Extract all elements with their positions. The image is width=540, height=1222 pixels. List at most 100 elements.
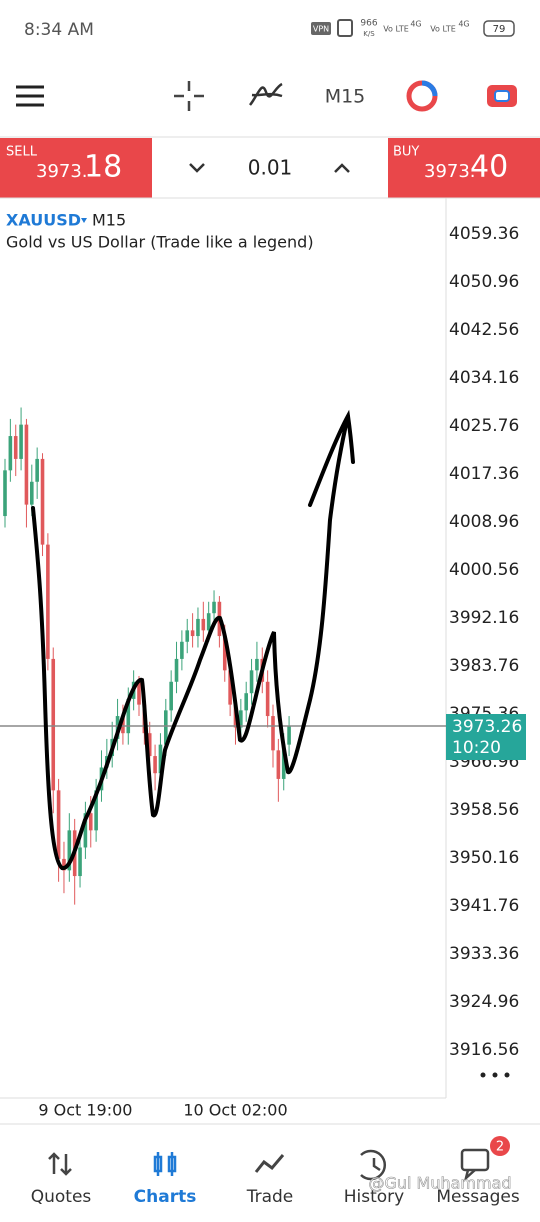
y-tick-label: 4008.96 (449, 512, 519, 532)
y-tick-label: 4050.96 (449, 272, 519, 292)
lot-increase[interactable] (334, 163, 350, 173)
chart-timeframe: M15 (92, 211, 126, 230)
buy-price-main: 3973. (424, 161, 476, 182)
network-1: Vo LTE (383, 25, 409, 34)
indicators-button[interactable] (249, 82, 283, 106)
candle-body (276, 750, 281, 779)
y-tick-label: 3916.56 (449, 1040, 519, 1060)
nfc-icon (337, 19, 353, 37)
candle-body (196, 618, 200, 637)
messages-icon (460, 1148, 490, 1182)
hand-drawing (31, 409, 355, 870)
y-tick-label: 3941.76 (449, 896, 519, 916)
candle-body (180, 641, 184, 659)
x-tick-label: 9 Oct 19:00 (38, 1101, 132, 1120)
trade-icon (254, 1154, 285, 1173)
sell-price-pips: 18 (84, 150, 122, 185)
candle-body (244, 693, 248, 711)
y-tick-label: 3992.16 (449, 608, 519, 628)
more-dot[interactable] (480, 1072, 486, 1078)
candle-body (206, 613, 211, 631)
candle-body (67, 830, 72, 871)
candle-body (3, 470, 7, 517)
nav-trade[interactable]: Trade (246, 1187, 294, 1207)
crosshair-button[interactable] (174, 81, 204, 111)
nav-charts[interactable]: Charts (134, 1187, 197, 1207)
candle-body (212, 601, 216, 614)
candle-body (121, 716, 125, 734)
buy-button[interactable] (388, 138, 540, 198)
price-tag-countdown: 10:20 (452, 738, 501, 758)
candle-body (147, 733, 152, 757)
battery (483, 20, 515, 37)
candle-body (228, 670, 232, 705)
network-4: 4G (458, 20, 469, 29)
candle-body (13, 436, 18, 459)
badge-count: 2 (496, 1140, 504, 1155)
candle-body (19, 424, 23, 459)
sell-button[interactable] (0, 138, 152, 198)
candle-body (24, 424, 29, 505)
net-speed-unit: K/S (363, 30, 375, 38)
symbol-dropdown[interactable] (81, 218, 87, 223)
candle-body (62, 858, 66, 871)
candle-body (239, 710, 243, 728)
candle-body (222, 636, 227, 671)
quotes-icon (48, 1152, 72, 1176)
candle-body (164, 710, 168, 745)
badge (490, 1136, 510, 1156)
menu-button[interactable] (16, 85, 44, 107)
timeframe-button[interactable]: M15 (325, 86, 366, 108)
net-speed: 966 (360, 19, 377, 29)
network-3: Vo LTE (430, 25, 456, 34)
candle-body (174, 658, 179, 682)
charts-icon (153, 1152, 177, 1176)
x-tick-label: 10 Oct 02:00 (183, 1101, 287, 1120)
price-tag (446, 714, 526, 760)
candle-body (265, 681, 270, 717)
y-tick-label: 3983.76 (449, 656, 519, 676)
candle-body (40, 458, 45, 545)
candle-body (126, 698, 131, 734)
buy-label: BUY (393, 145, 419, 160)
lot-size[interactable]: 0.01 (248, 156, 293, 180)
y-tick-label: 4059.36 (449, 224, 519, 244)
overlay (31, 409, 510, 1078)
status-time: 8:34 AM (24, 20, 94, 40)
more-dot[interactable] (492, 1072, 498, 1078)
y-tick-label: 3958.56 (449, 800, 519, 820)
watermark: @Gul Muhammad (368, 1174, 511, 1193)
candle-body (281, 744, 286, 779)
y-tick-label: 3950.16 (449, 848, 519, 868)
vpn-badge (311, 22, 331, 35)
y-tick-label: 3933.36 (449, 944, 519, 964)
candle-body (137, 681, 141, 705)
candle-body (88, 813, 93, 831)
candle-body (56, 790, 61, 859)
candle-body (30, 481, 34, 505)
more-dot[interactable] (504, 1072, 510, 1078)
symbol[interactable]: XAUUSD (6, 211, 81, 230)
candle-body (51, 658, 56, 791)
nav-quotes[interactable]: Quotes (31, 1187, 92, 1207)
nav-messages[interactable]: Messages (436, 1187, 520, 1207)
candle-body (255, 658, 259, 671)
candle-body (94, 790, 98, 831)
candle-body (83, 813, 88, 848)
symbol-description: Gold vs US Dollar (Trade like a legend) (6, 233, 314, 252)
network-2: 4G (410, 20, 421, 29)
candle-body (271, 716, 275, 751)
battery-level: 79 (493, 24, 506, 35)
candle-body (249, 670, 254, 694)
nav-history[interactable]: History (344, 1187, 404, 1207)
buy-price-pips: 40 (470, 150, 508, 185)
y-tick-label: 3924.96 (449, 992, 519, 1012)
y-tick-label: 4025.76 (449, 416, 519, 436)
candle-body (169, 681, 173, 711)
y-tick-label: 4034.16 (449, 368, 519, 388)
candle-body (35, 458, 39, 482)
y-tick-label: 4017.36 (449, 464, 519, 484)
lot-decrease[interactable] (189, 163, 205, 173)
